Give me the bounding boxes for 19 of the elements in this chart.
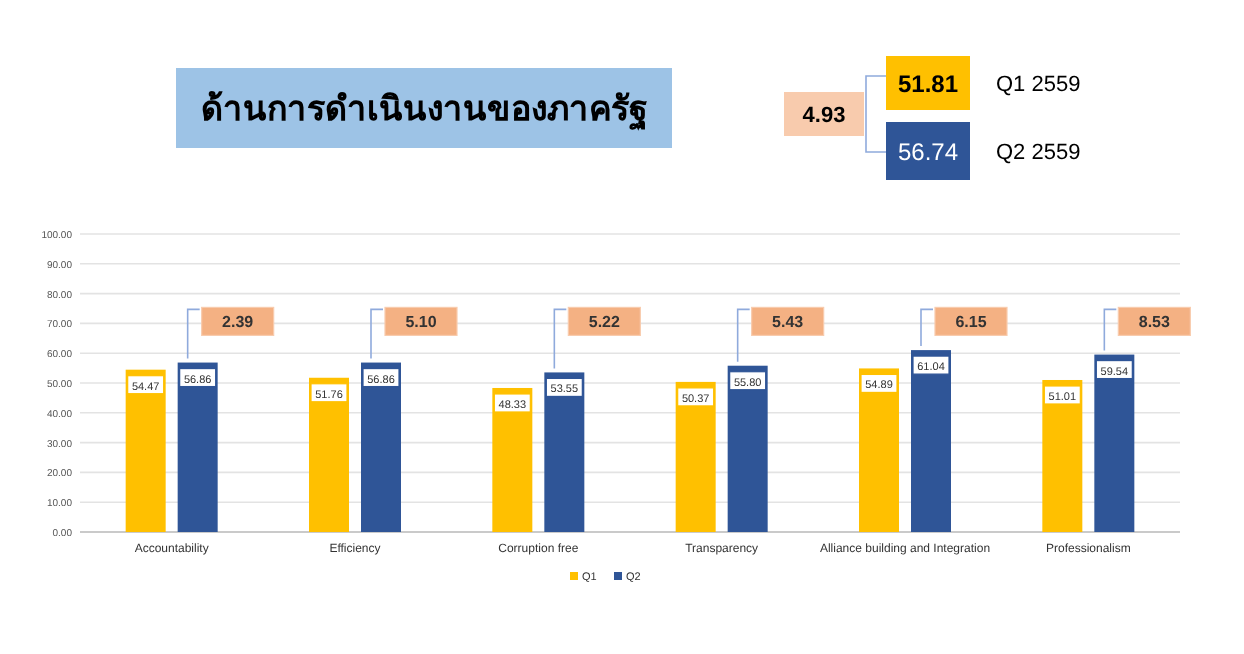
chart-title: ด้านการดำเนินงานของภาครัฐ <box>201 90 647 132</box>
annotation: 6.15 <box>955 313 988 332</box>
bar <box>727 365 768 532</box>
text: 4.93 <box>802 104 846 128</box>
annotation: 8.53 <box>1138 313 1171 332</box>
data-label: 51.81 <box>897 70 959 98</box>
annotation: 5.43 <box>772 313 805 332</box>
bar <box>1094 354 1135 532</box>
bar <box>859 368 899 532</box>
data-label: 56.74 <box>897 138 959 166</box>
bar <box>177 362 218 532</box>
category-label: Q1 2559 <box>996 73 1081 97</box>
annotation: 5.10 <box>405 313 438 332</box>
annotation: 2.39 <box>222 313 255 332</box>
category-label: Q2 2559 <box>996 141 1081 165</box>
bar <box>544 372 585 532</box>
bar <box>911 350 951 532</box>
bar <box>125 369 166 532</box>
annotation: 5.22 <box>588 313 621 332</box>
